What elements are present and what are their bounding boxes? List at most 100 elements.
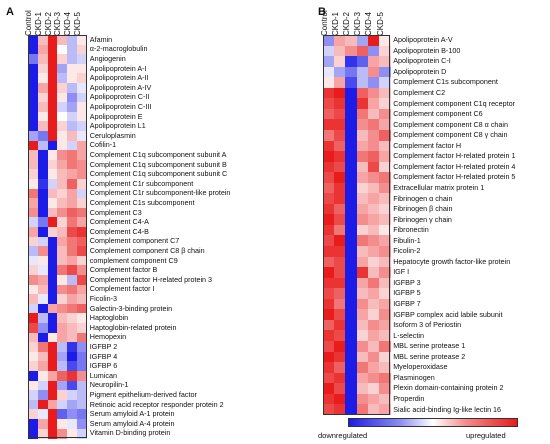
heatmap-cell <box>356 56 369 68</box>
heatmap-cell <box>47 44 58 55</box>
heatmap-cell <box>367 246 380 258</box>
heatmap-cell <box>67 63 78 74</box>
heatmap-cell <box>47 150 58 161</box>
heatmap-cell <box>334 224 346 236</box>
legend-low-label: downregulated <box>318 431 368 440</box>
row-label: Apolipoprotein E <box>89 111 143 121</box>
heatmap-cell <box>345 87 358 99</box>
heatmap-cell <box>334 182 346 194</box>
heatmap-cell <box>334 298 346 310</box>
heatmap-cell <box>323 214 335 226</box>
heatmap-cell <box>67 303 78 314</box>
column-label-control: Control <box>319 10 329 36</box>
heatmap-cell <box>345 393 358 405</box>
column-label-ckd-2: CKD-2 <box>342 11 351 36</box>
heatmap-cell <box>47 159 58 170</box>
row-label: MBL serine protease 1 <box>393 341 466 351</box>
heatmap-cell <box>37 63 49 74</box>
heatmap-cell <box>379 87 391 99</box>
row-label: IGFBP 2 <box>89 342 118 351</box>
heatmap-cell <box>37 44 49 55</box>
heatmap-cell <box>57 54 68 65</box>
row-label: IGF I <box>393 267 410 277</box>
heatmap-cell <box>77 159 88 170</box>
heatmap-cell <box>67 198 78 209</box>
row-label: Complement component C7 <box>89 236 180 246</box>
heatmap-cell <box>37 169 49 180</box>
heatmap-cell <box>345 340 358 352</box>
heatmap-cell <box>77 83 88 94</box>
row-label: IGFBP 4 <box>89 351 118 361</box>
heatmap-cell <box>67 419 78 430</box>
heatmap-cell <box>379 98 391 110</box>
heatmap-cell <box>367 161 380 173</box>
heatmap-cell <box>37 179 49 190</box>
heatmap-cell <box>47 207 58 218</box>
heatmap-cell <box>57 428 68 439</box>
heatmap-cell <box>47 332 58 343</box>
heatmap-cell <box>323 319 335 331</box>
heatmap-cell <box>345 129 358 141</box>
row-label: Complement C1q subcomponent subunit C <box>89 169 228 179</box>
heatmap-cell <box>77 102 88 113</box>
heatmap-cell <box>379 319 391 331</box>
column-label-ckd-1: CKD-1 <box>33 11 43 36</box>
heatmap-cell <box>367 172 380 184</box>
heatmap-cell <box>356 172 369 184</box>
row-label: Complement C3 <box>89 207 142 217</box>
heatmap-cell <box>367 309 380 321</box>
heatmap-cell <box>356 393 369 405</box>
heatmap-cell <box>67 102 78 113</box>
heatmap-cell <box>356 224 369 236</box>
heatmap-cell <box>379 235 391 247</box>
row-label: Complement factor H-related protein 1 <box>393 151 516 161</box>
row-label: Afamin <box>89 34 113 44</box>
heatmap-cell <box>37 255 49 266</box>
heatmap-cell <box>379 351 391 363</box>
heatmap-cell <box>67 169 78 180</box>
heatmap-cell <box>47 140 58 151</box>
row-label: Complement C4-A <box>89 217 149 227</box>
heatmap-cell <box>323 98 335 110</box>
heatmap-cell <box>37 284 49 295</box>
heatmap-cell <box>77 207 88 218</box>
row-label: Plasminogen <box>393 372 435 382</box>
heatmap-cell <box>47 294 58 305</box>
heatmap-cell <box>57 380 68 391</box>
heatmap-cell <box>37 83 49 94</box>
heatmap-cell <box>367 362 380 374</box>
heatmap-cell <box>28 150 39 161</box>
heatmap-cell <box>379 246 391 258</box>
heatmap-cell <box>77 255 88 266</box>
heatmap-cell <box>37 390 49 401</box>
heatmap-cell <box>367 340 380 352</box>
heatmap-cell <box>323 193 335 205</box>
heatmap-cell <box>345 383 358 395</box>
heatmap-cell <box>367 203 380 215</box>
heatmap-cell <box>356 362 369 374</box>
heatmap-cell <box>334 340 346 352</box>
heatmap-cell <box>47 419 58 430</box>
row-label: Complement C4-B <box>89 226 149 236</box>
row-label: Complement component C1q receptor <box>393 98 516 108</box>
heatmap-cell <box>77 198 88 209</box>
heatmap-cell <box>379 393 391 405</box>
heatmap-cell <box>334 203 346 215</box>
heatmap-cell <box>47 303 58 314</box>
heatmap-cell <box>57 332 68 343</box>
heatmap-cell <box>28 351 39 362</box>
heatmap-cell <box>323 161 335 173</box>
heatmap-cell <box>334 45 346 57</box>
heatmap-cell <box>323 45 335 57</box>
heatmap-cell <box>67 265 78 276</box>
heatmap-frame <box>323 35 391 415</box>
heatmap-cell <box>356 319 369 331</box>
heatmap-cell <box>356 151 369 163</box>
heatmap-cell <box>323 66 335 78</box>
heatmap-cell <box>356 45 369 57</box>
heatmap-cell <box>28 332 39 343</box>
heatmap-cell <box>37 198 49 209</box>
heatmap-cell <box>28 179 39 190</box>
heatmap-cell <box>57 140 68 151</box>
heatmap-cell <box>345 404 358 416</box>
